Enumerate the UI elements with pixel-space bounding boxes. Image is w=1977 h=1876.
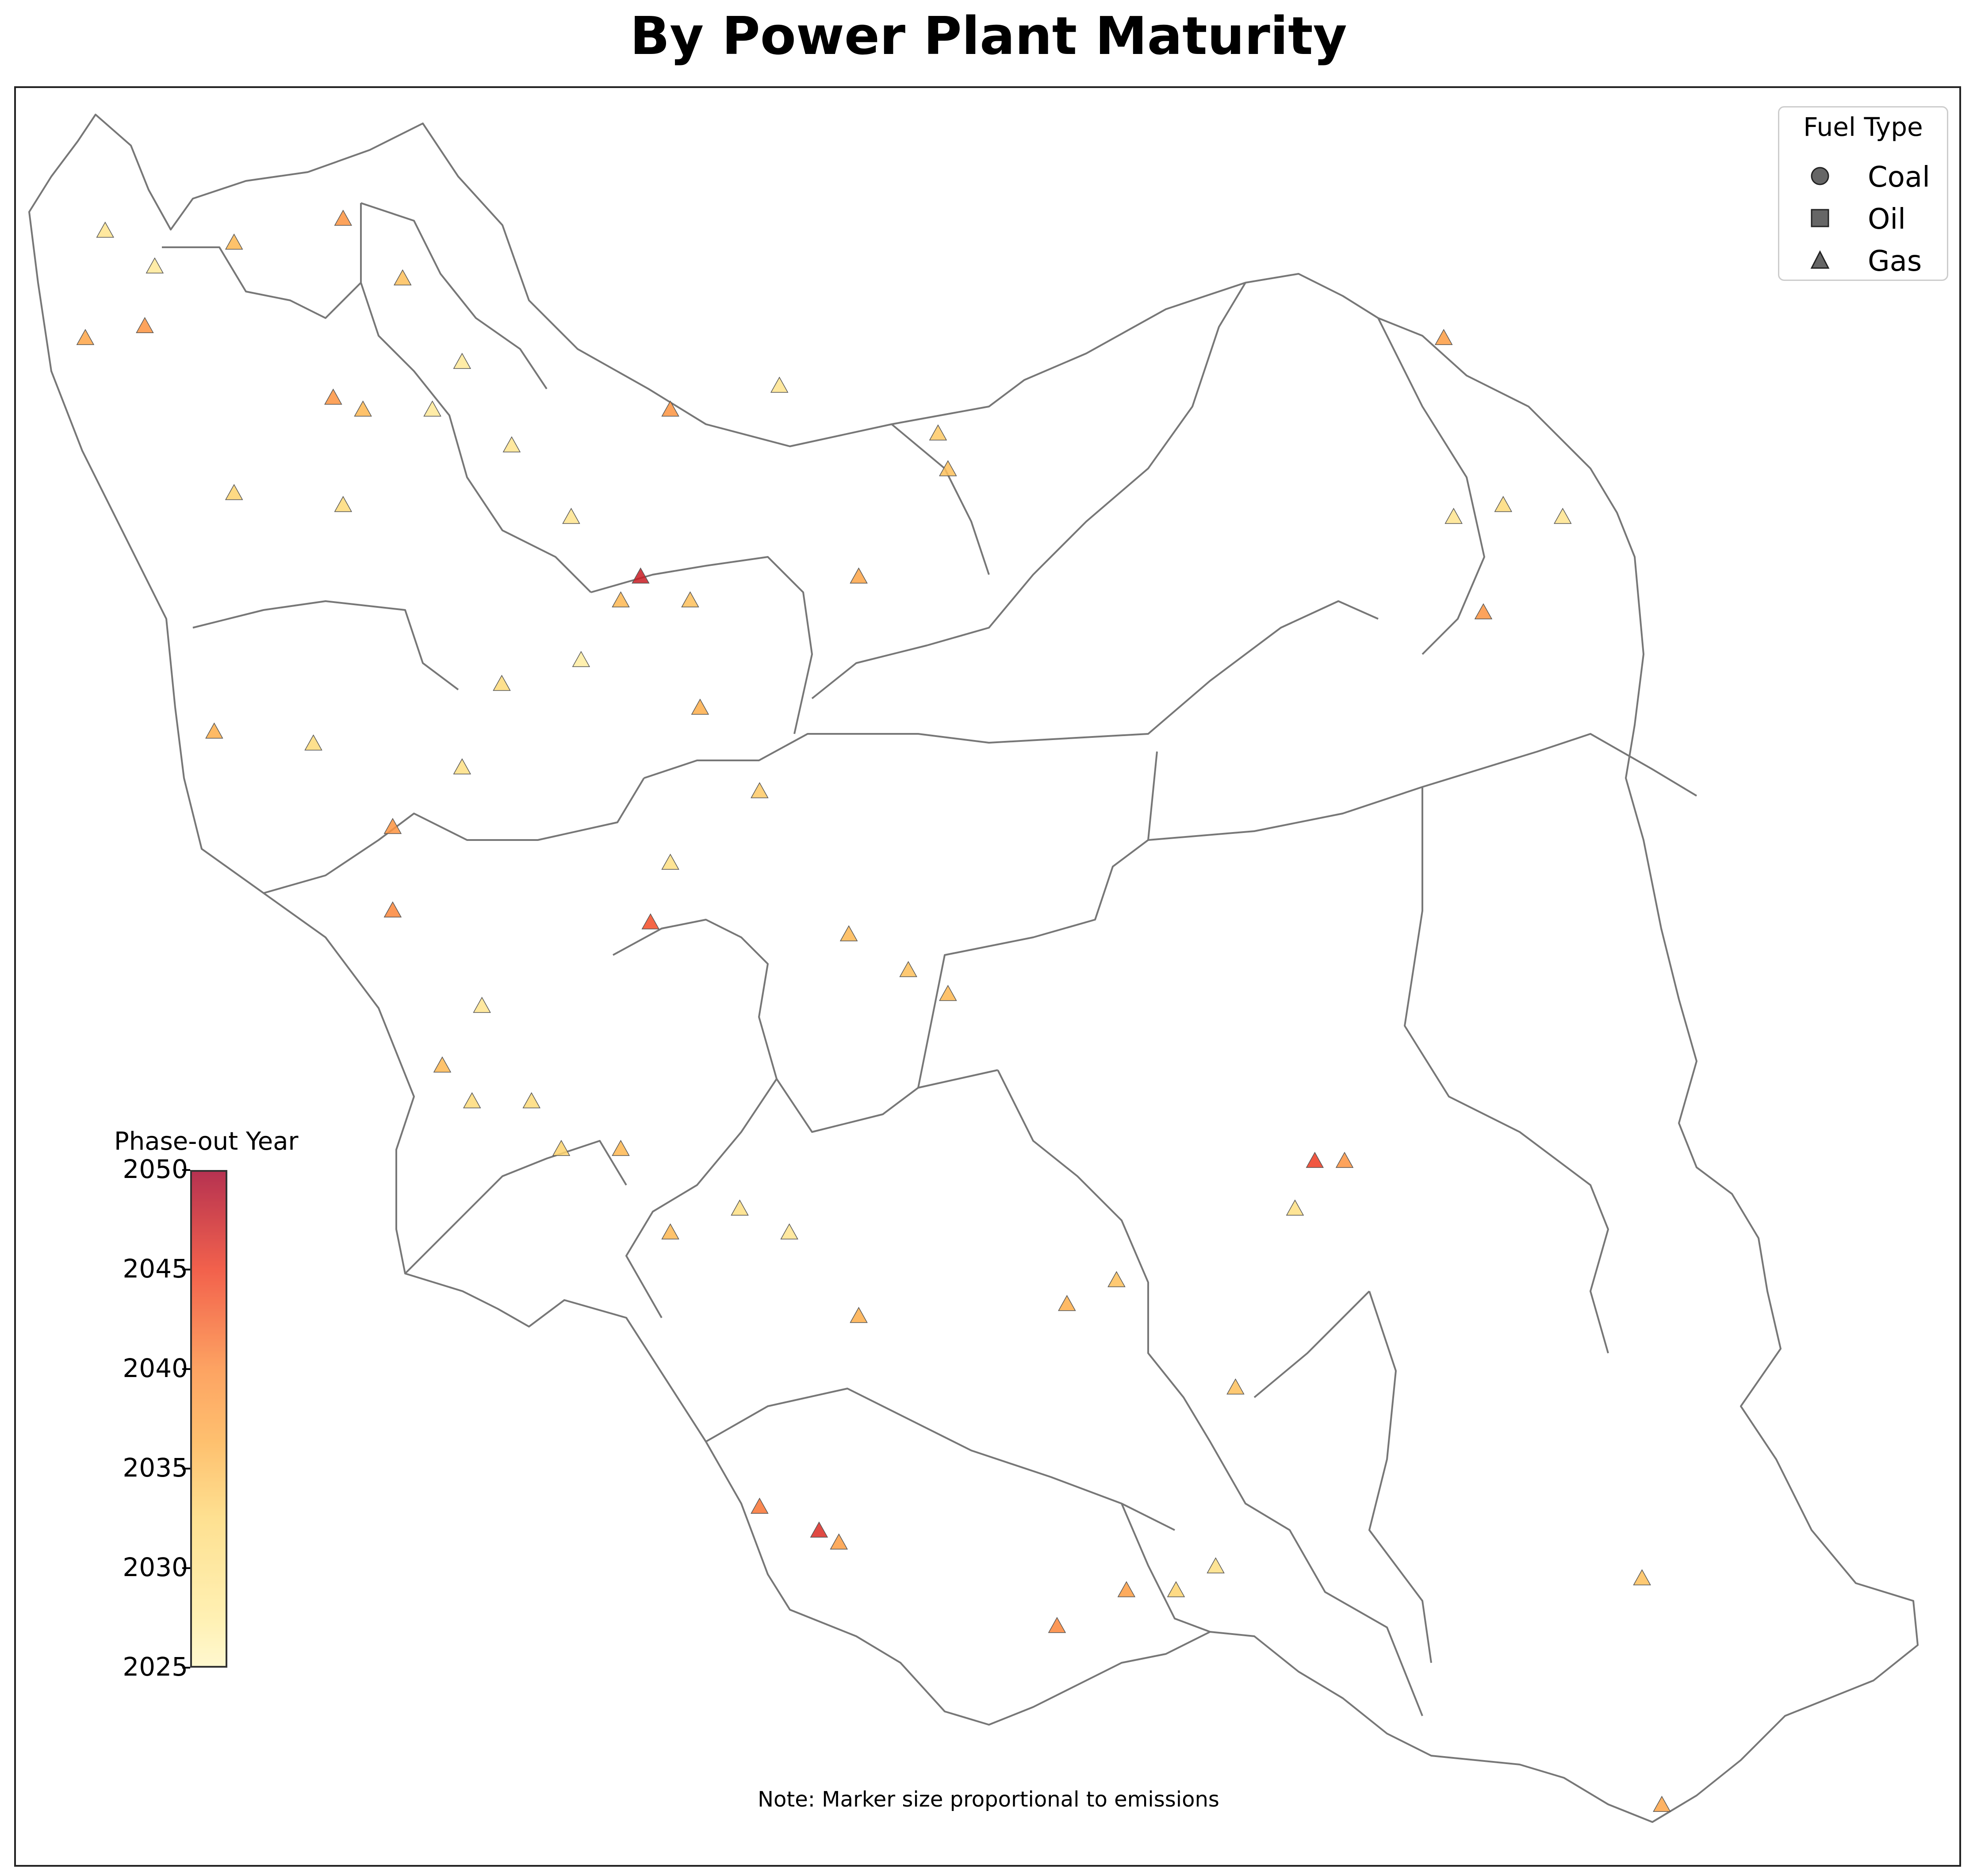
gas-plant-marker[interactable] bbox=[751, 1497, 769, 1514]
legend-item-oil[interactable]: Oil bbox=[1810, 200, 1943, 236]
gas-plant-marker[interactable] bbox=[394, 269, 412, 286]
colorbar-tick-label: 2040 bbox=[123, 1353, 188, 1383]
footnote: Note: Marker size proportional to emissi… bbox=[758, 1787, 1219, 1812]
gas-plant-marker[interactable] bbox=[731, 1199, 749, 1216]
colorbar-tick-label: 2030 bbox=[123, 1552, 188, 1582]
gas-plant-marker[interactable] bbox=[780, 1223, 798, 1239]
gas-plant-marker[interactable] bbox=[661, 400, 679, 417]
colorbar-tick-label: 2035 bbox=[123, 1453, 188, 1483]
gas-plant-marker[interactable] bbox=[572, 651, 590, 667]
gas-plant-marker[interactable] bbox=[681, 591, 699, 608]
province-borders bbox=[28, 114, 1919, 1823]
legend-item-gas[interactable]: Gas bbox=[1810, 242, 1943, 278]
circle-marker-icon bbox=[1811, 167, 1829, 185]
gas-plant-marker[interactable] bbox=[1167, 1581, 1185, 1597]
legend-label-coal: Coal bbox=[1868, 161, 1930, 194]
gas-plant-marker[interactable] bbox=[751, 782, 769, 798]
gas-plant-marker[interactable] bbox=[473, 997, 491, 1013]
plant-markers bbox=[76, 210, 1671, 1812]
gas-plant-marker[interactable] bbox=[562, 508, 580, 524]
legend-title: Fuel Type bbox=[1803, 112, 1923, 142]
gas-plant-marker[interactable] bbox=[661, 853, 679, 870]
colorbar-tick bbox=[182, 1468, 190, 1469]
legend: Fuel Type Coal Oil Gas bbox=[1778, 106, 1948, 281]
gas-plant-marker[interactable] bbox=[1553, 508, 1572, 524]
gas-plant-marker[interactable] bbox=[1444, 508, 1463, 524]
colorbar-tick bbox=[182, 1368, 190, 1370]
gas-plant-marker[interactable] bbox=[334, 496, 352, 512]
gas-plant-marker[interactable] bbox=[1107, 1271, 1126, 1287]
gas-plant-marker[interactable] bbox=[463, 1092, 481, 1109]
legend-label-oil: Oil bbox=[1868, 203, 1906, 236]
gas-plant-marker[interactable] bbox=[522, 1092, 541, 1109]
gas-plant-marker[interactable] bbox=[502, 436, 521, 453]
colorbar-tick bbox=[182, 1567, 190, 1569]
gas-plant-marker[interactable] bbox=[839, 925, 858, 941]
gas-plant-marker[interactable] bbox=[423, 400, 441, 417]
gas-plant-marker[interactable] bbox=[1653, 1795, 1671, 1812]
colorbar-tick bbox=[182, 1169, 190, 1171]
gas-plant-marker[interactable] bbox=[929, 424, 947, 441]
gas-plant-marker[interactable] bbox=[850, 567, 868, 584]
colorbar-tick-label: 2050 bbox=[123, 1154, 188, 1184]
gas-plant-marker[interactable] bbox=[939, 460, 957, 476]
gas-plant-marker[interactable] bbox=[632, 567, 650, 584]
gas-plant-marker[interactable] bbox=[205, 722, 223, 739]
gas-plant-marker[interactable] bbox=[493, 675, 511, 691]
gas-plant-marker[interactable] bbox=[1286, 1199, 1304, 1216]
colorbar-tick bbox=[182, 1269, 190, 1270]
square-marker-icon bbox=[1811, 209, 1829, 227]
colorbar-tick bbox=[182, 1667, 190, 1669]
map-title: By Power Plant Maturity bbox=[630, 5, 1347, 66]
gas-plant-marker[interactable] bbox=[1306, 1151, 1324, 1168]
gas-plant-marker[interactable] bbox=[641, 913, 660, 929]
gas-plant-marker[interactable] bbox=[612, 1139, 630, 1156]
gas-plant-marker[interactable] bbox=[383, 901, 402, 917]
gas-plant-marker[interactable] bbox=[1335, 1151, 1354, 1168]
colorbar bbox=[190, 1170, 227, 1668]
gas-plant-marker[interactable] bbox=[225, 484, 243, 500]
gas-plant-marker[interactable] bbox=[770, 376, 789, 393]
gas-plant-marker[interactable] bbox=[1226, 1378, 1245, 1395]
colorbar-tick-label: 2045 bbox=[123, 1254, 188, 1284]
gas-plant-marker[interactable] bbox=[334, 210, 352, 226]
gas-plant-marker[interactable] bbox=[324, 388, 342, 405]
gas-plant-marker[interactable] bbox=[304, 734, 322, 751]
gas-plant-marker[interactable] bbox=[136, 317, 154, 333]
gas-plant-marker[interactable] bbox=[383, 817, 402, 834]
triangle-marker-icon bbox=[1810, 250, 1830, 269]
colorbar-title: Phase-out Year bbox=[114, 1127, 299, 1156]
gas-plant-marker[interactable] bbox=[96, 221, 115, 238]
map-frame bbox=[14, 86, 1961, 1867]
gas-plant-marker[interactable] bbox=[1048, 1617, 1066, 1633]
colorbar-tick-label: 2025 bbox=[123, 1652, 188, 1682]
country-outline bbox=[28, 114, 1919, 1823]
gas-plant-marker[interactable] bbox=[1474, 603, 1493, 619]
legend-label-gas: Gas bbox=[1868, 245, 1922, 278]
gas-plant-marker[interactable] bbox=[899, 961, 917, 977]
gas-plant-marker[interactable] bbox=[691, 698, 709, 715]
gas-plant-marker[interactable] bbox=[453, 353, 471, 369]
gas-plant-marker[interactable] bbox=[76, 329, 95, 345]
iran-province-map[interactable] bbox=[16, 88, 1959, 1865]
gas-plant-marker[interactable] bbox=[1494, 496, 1513, 512]
gas-plant-marker[interactable] bbox=[225, 233, 243, 250]
gas-plant-marker[interactable] bbox=[354, 400, 372, 417]
gas-plant-marker[interactable] bbox=[1207, 1557, 1225, 1573]
gas-plant-marker[interactable] bbox=[939, 985, 957, 1001]
gas-plant-marker[interactable] bbox=[810, 1521, 828, 1538]
gas-plant-marker[interactable] bbox=[1117, 1581, 1136, 1597]
gas-plant-marker[interactable] bbox=[830, 1533, 848, 1550]
gas-plant-marker[interactable] bbox=[1434, 329, 1453, 345]
gas-plant-marker[interactable] bbox=[850, 1307, 868, 1323]
gas-plant-marker[interactable] bbox=[612, 591, 630, 608]
gas-plant-marker[interactable] bbox=[433, 1056, 452, 1073]
gas-plant-marker[interactable] bbox=[552, 1139, 571, 1156]
gas-plant-marker[interactable] bbox=[661, 1223, 679, 1239]
legend-item-coal[interactable]: Coal bbox=[1810, 158, 1943, 194]
gas-plant-marker[interactable] bbox=[146, 257, 164, 274]
gas-plant-marker[interactable] bbox=[1058, 1295, 1076, 1311]
gas-plant-marker[interactable] bbox=[1633, 1569, 1651, 1585]
gas-plant-marker[interactable] bbox=[453, 758, 471, 775]
